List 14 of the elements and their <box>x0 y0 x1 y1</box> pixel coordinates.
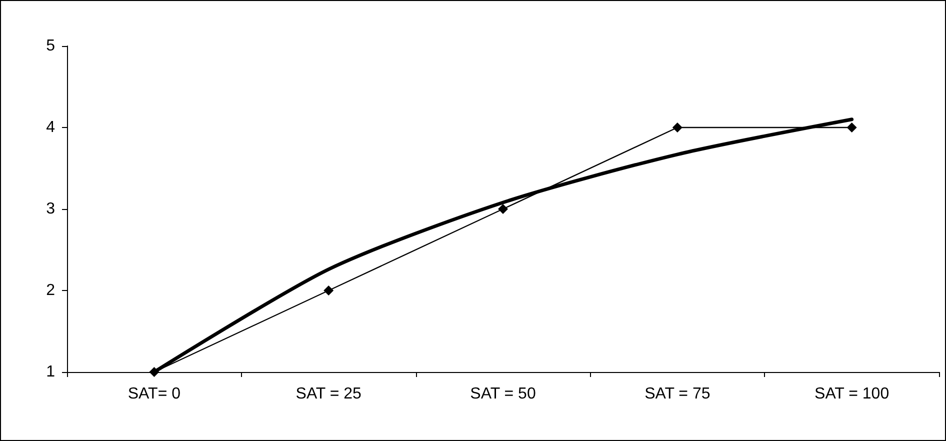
x-tick-label: SAT = 25 <box>296 386 362 402</box>
point <box>672 122 682 132</box>
x-tick-label: SAT = 50 <box>470 386 536 402</box>
point <box>324 286 334 296</box>
y-tick-label: 2 <box>46 282 56 299</box>
x-tick-label: SAT = 100 <box>814 386 890 402</box>
point <box>846 122 857 132</box>
x-tick-label: SAT= 0 <box>128 386 181 402</box>
y-tick-label: 3 <box>46 200 56 218</box>
y-tick-label: 4 <box>46 119 56 136</box>
y-tick-label: 1 <box>46 364 56 380</box>
point <box>498 204 508 214</box>
y-tick-label: 5 <box>46 38 56 54</box>
x-tick-label: SAT = 75 <box>644 386 710 402</box>
